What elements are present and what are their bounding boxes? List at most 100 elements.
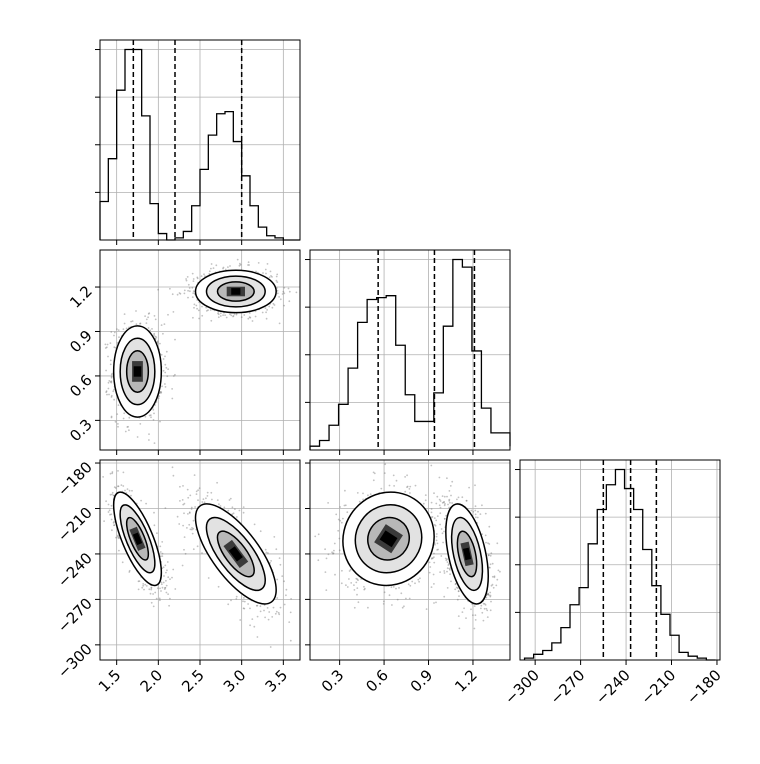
scatter-point [419,577,421,580]
scatter-point [111,472,114,475]
scatter-point [424,494,427,496]
panel-content [310,460,510,660]
scatter-point [148,588,151,591]
scatter-point [185,279,188,282]
scatter-point [113,346,116,349]
scatter-point [487,554,490,557]
scatter-point [176,293,179,296]
scatter-point [348,578,350,580]
scatter-point [279,298,282,301]
scatter-point [449,573,451,576]
scatter-point [176,515,179,518]
scatter-point [147,313,150,315]
scatter-point [210,267,212,270]
scatter-point [335,513,338,516]
scatter-point [106,393,108,396]
scatter-point [346,511,349,514]
scatter-point [165,350,168,353]
scatter-point [265,272,267,275]
scatter-point [279,563,282,566]
scatter-point [448,506,450,509]
scatter-point [465,499,468,502]
scatter-point [209,309,212,311]
scatter-point [113,520,115,523]
scatter-point [150,601,153,604]
scatter-point [430,464,433,467]
scatter-point [110,381,113,384]
scatter-point [212,267,215,269]
scatter-point [162,369,165,372]
scatter-point [109,359,112,362]
scatter-point [114,347,117,349]
scatter-point [195,304,198,307]
scatter-point [285,594,287,597]
scatter-point [127,429,130,432]
scatter-point [139,322,142,325]
scatter-point [203,501,206,504]
scatter-point [172,375,175,377]
tick-label: 3.0 [220,666,250,696]
scatter-point [447,503,449,506]
scatter-point [145,585,148,587]
scatter-point [431,516,434,518]
scatter-point [239,263,242,266]
scatter-point [116,413,119,415]
scatter-point [152,408,155,411]
scatter-point [269,270,272,273]
scatter-point [251,320,254,322]
scatter-point [268,305,271,308]
scatter-point [217,585,220,588]
scatter-point [110,396,113,398]
scatter-point [474,513,477,516]
scatter-point [135,323,138,326]
scatter-point [269,646,272,648]
scatter-point [167,576,170,579]
tick-label: −270 [54,594,96,636]
scatter-point [167,313,169,316]
scatter-point [441,495,444,497]
scatter-point [438,504,441,507]
scatter-point [491,562,494,565]
scatter-point [167,368,170,370]
scatter-point [409,485,412,488]
scatter-point [473,605,476,607]
scatter-point [216,481,219,484]
scatter-point [422,502,425,505]
scatter-point [253,625,256,628]
scatter-point [282,290,285,293]
scatter-point [283,603,286,606]
tick-label: 0.3 [318,666,348,696]
scatter-point [249,316,252,319]
scatter-point [275,279,278,282]
scatter-point [188,287,191,289]
scatter-panel-1 [100,460,300,660]
density-peak-core [231,288,241,295]
scatter-point [117,485,119,488]
scatter-point [183,548,185,551]
scatter-point [186,527,188,529]
tick-label: −210 [54,504,96,546]
scatter-point [150,588,153,591]
scatter-point [428,571,431,574]
tick-label: −210 [637,666,679,708]
scatter-point [217,313,220,316]
scatter-point [474,614,477,617]
scatter-point [443,570,446,572]
scatter-point [122,417,125,420]
scatter-point [159,587,161,590]
scatter-point [147,316,150,319]
scatter-point [194,506,197,508]
scatter-point [166,569,168,572]
scatter-point [111,529,113,532]
scatter-point [239,619,242,621]
histogram-panel-1 [305,250,511,450]
scatter-point [109,513,111,516]
scatter-point [484,604,487,606]
scatter-point [474,484,476,487]
scatter-point [243,600,246,603]
scatter-point [433,517,436,519]
scatter-point [222,267,224,270]
scatter-point [161,586,164,589]
scatter-point [265,551,268,554]
scatter-panel-2 [310,460,510,660]
